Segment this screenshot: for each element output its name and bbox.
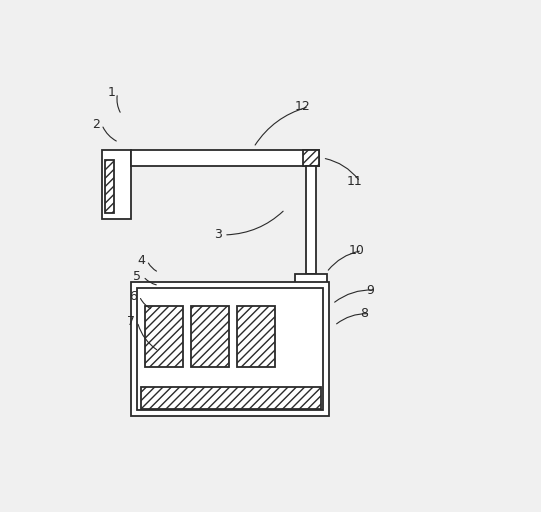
Text: 6: 6 <box>129 289 137 303</box>
Text: 1: 1 <box>108 87 116 99</box>
Text: 7: 7 <box>127 315 135 328</box>
Bar <box>145 306 183 367</box>
Bar <box>141 388 321 409</box>
Text: 11: 11 <box>346 175 362 188</box>
Bar <box>104 160 115 213</box>
Bar <box>237 306 275 367</box>
Bar <box>192 306 229 367</box>
Text: 3: 3 <box>214 228 222 241</box>
Text: 5: 5 <box>133 270 141 283</box>
Bar <box>295 274 327 284</box>
Text: 12: 12 <box>295 100 311 113</box>
Bar <box>137 288 322 410</box>
Bar <box>306 166 316 274</box>
Text: 9: 9 <box>366 284 374 296</box>
Text: 2: 2 <box>92 118 100 131</box>
Bar <box>102 150 131 219</box>
Text: 4: 4 <box>137 254 145 267</box>
Text: 10: 10 <box>348 244 364 257</box>
Bar <box>303 150 319 166</box>
Bar <box>131 282 328 416</box>
Bar <box>131 150 319 166</box>
Text: 8: 8 <box>360 307 368 320</box>
